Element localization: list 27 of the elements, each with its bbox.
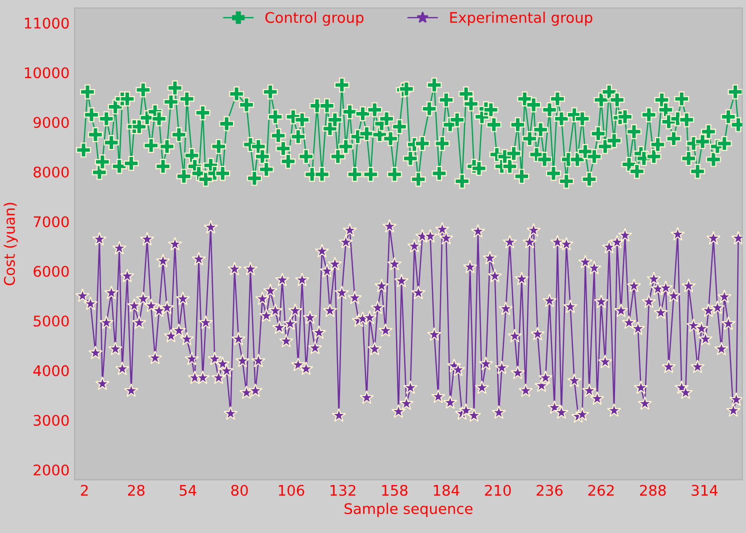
y-tick-label: 5000 [34,316,69,327]
x-tick-label: 158 [382,484,408,496]
x-tick-label: 314 [692,484,718,496]
x-tick-label: 2 [80,484,88,496]
y-tick-label: 7000 [34,216,69,228]
y-tick-label: 6000 [34,266,69,277]
x-tick-label: 262 [588,484,614,496]
y-tick-label: 9000 [34,116,69,128]
y-tick-label: 3000 [34,414,69,426]
y-tick-label: 10000 [24,67,69,78]
y-tick-label: 2000 [34,464,69,476]
x-tick-label: 28 [128,484,144,496]
x-tick-label: 132 [330,484,356,496]
legend-label: Experimental group [450,12,592,26]
legend-label: Control group [265,12,364,26]
y-tick-label: 11000 [24,18,69,29]
y-tick-label: 8000 [34,166,69,178]
x-tick-label: 210 [485,484,511,496]
x-tick-label: 236 [536,484,563,496]
x-tick-label: 106 [278,484,304,496]
y-axis-title: Cost (yuan) [4,202,18,286]
x-tick-label: 54 [180,485,196,496]
x-tick-label: 184 [434,484,460,496]
y-tick-label: 4000 [33,365,69,376]
x-tick-label: 288 [640,484,666,496]
x-axis-title: Sample sequence [344,502,472,517]
x-tick-label: 80 [231,484,248,496]
